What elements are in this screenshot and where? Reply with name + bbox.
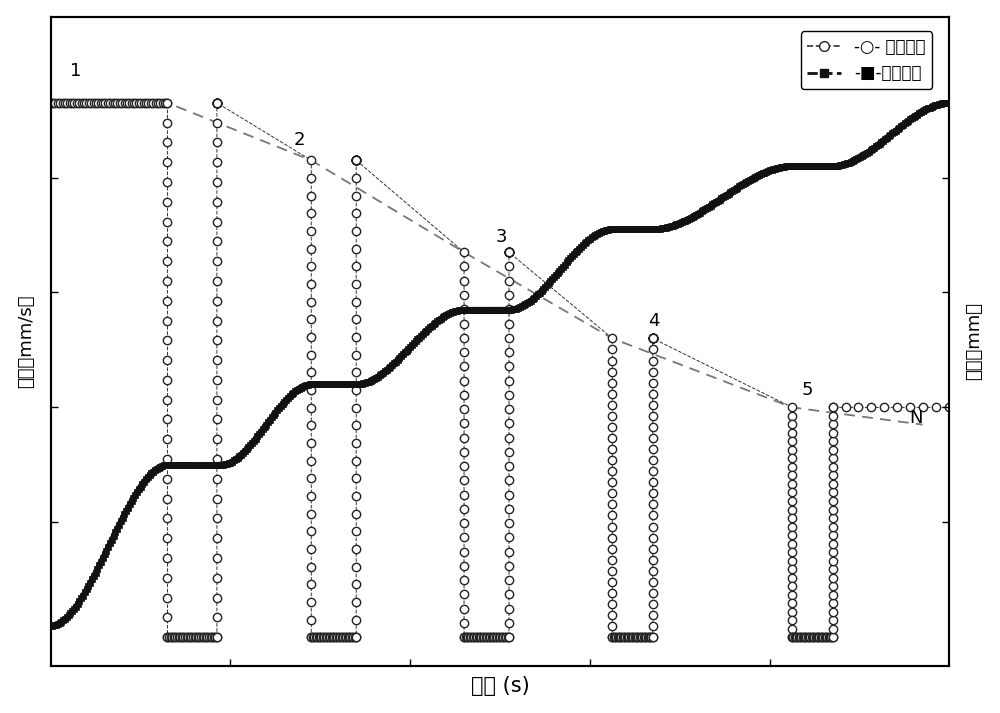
Y-axis label: 速度（mm/s）: 速度（mm/s）: [17, 294, 35, 388]
Y-axis label: 位移（mm）: 位移（mm）: [965, 302, 983, 380]
Text: 4: 4: [648, 312, 660, 330]
Text: N: N: [909, 409, 922, 428]
X-axis label: 时间 (s): 时间 (s): [471, 677, 529, 697]
Text: 2: 2: [293, 130, 305, 149]
Legend: -○- 速度曲线, -■-位移曲线: -○- 速度曲线, -■-位移曲线: [801, 31, 932, 89]
Text: 5: 5: [801, 381, 813, 399]
Text: 1: 1: [70, 62, 82, 80]
Text: 3: 3: [496, 228, 507, 247]
